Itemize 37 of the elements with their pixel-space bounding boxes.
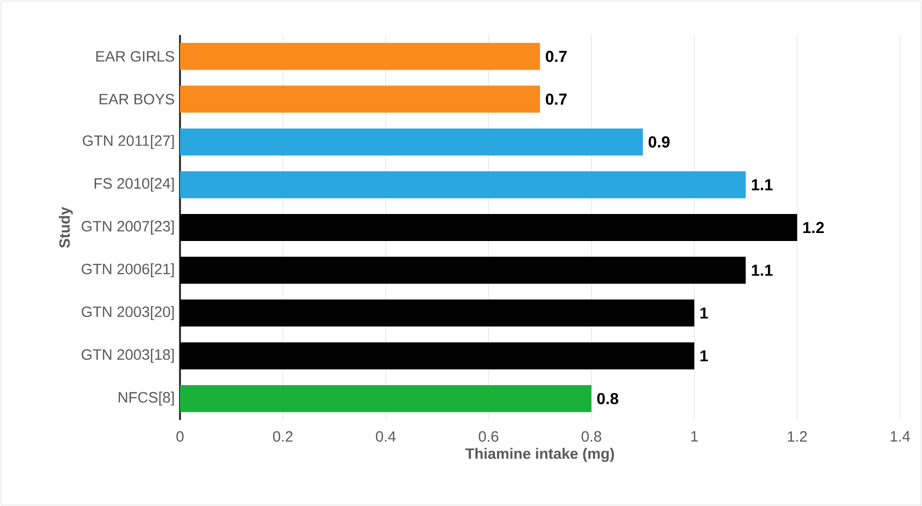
bar: [180, 214, 798, 241]
x-tick-label: 1.4: [890, 431, 910, 442]
y-tick-label: GTN 2007[23]: [82, 220, 174, 234]
y-tick-label: EAR GIRLS: [96, 51, 174, 62]
y-tick-label: GTN 2003[20]: [82, 306, 174, 320]
bar: [180, 342, 694, 370]
x-tick-label: 0.8: [582, 431, 602, 442]
data-label: 0.7: [546, 50, 567, 62]
bar: [180, 86, 540, 113]
data-label: 1.2: [803, 222, 824, 234]
data-label: 0.9: [648, 136, 670, 148]
data-label: 1: [700, 350, 708, 362]
x-tick-label: 0: [176, 431, 184, 442]
x-tick-label: 1.2: [788, 431, 807, 442]
bar: [180, 128, 643, 156]
y-tick-label: FS 2010[24]: [94, 178, 174, 192]
data-label: 0.8: [597, 392, 618, 404]
x-tick-label: 0.6: [478, 431, 498, 442]
x-tick-label: 1: [691, 431, 698, 442]
x-tick-label: 0.4: [376, 431, 396, 442]
bar: [180, 300, 694, 327]
y-tick-label: GTN 2006[21]: [82, 263, 174, 278]
bar: [180, 171, 746, 198]
x-axis-title: Thiamine intake (mg): [465, 448, 614, 462]
data-label: 0.7: [546, 94, 567, 105]
y-tick-label: NFCS[8]: [118, 392, 174, 406]
data-label: 1.1: [752, 179, 773, 190]
x-tick-label: 0.2: [273, 431, 293, 442]
bar: [180, 42, 540, 70]
y-tick-label: GTN 2011[27]: [82, 134, 174, 149]
bar: [180, 385, 592, 412]
bar: [180, 256, 746, 284]
data-label: 1: [700, 308, 708, 319]
y-tick-label: GTN 2003[18]: [82, 348, 174, 363]
data-label: 1.1: [752, 264, 773, 276]
y-axis-title: Study: [58, 206, 73, 248]
y-tick-label: EAR BOYS: [100, 94, 174, 104]
